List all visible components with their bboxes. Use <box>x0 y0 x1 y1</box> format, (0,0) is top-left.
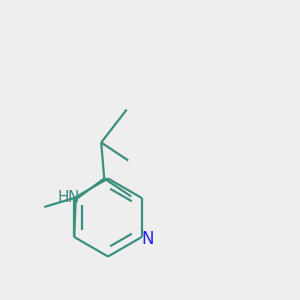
Text: N: N <box>67 190 78 205</box>
Text: H: H <box>57 190 69 205</box>
Text: N: N <box>141 230 153 247</box>
